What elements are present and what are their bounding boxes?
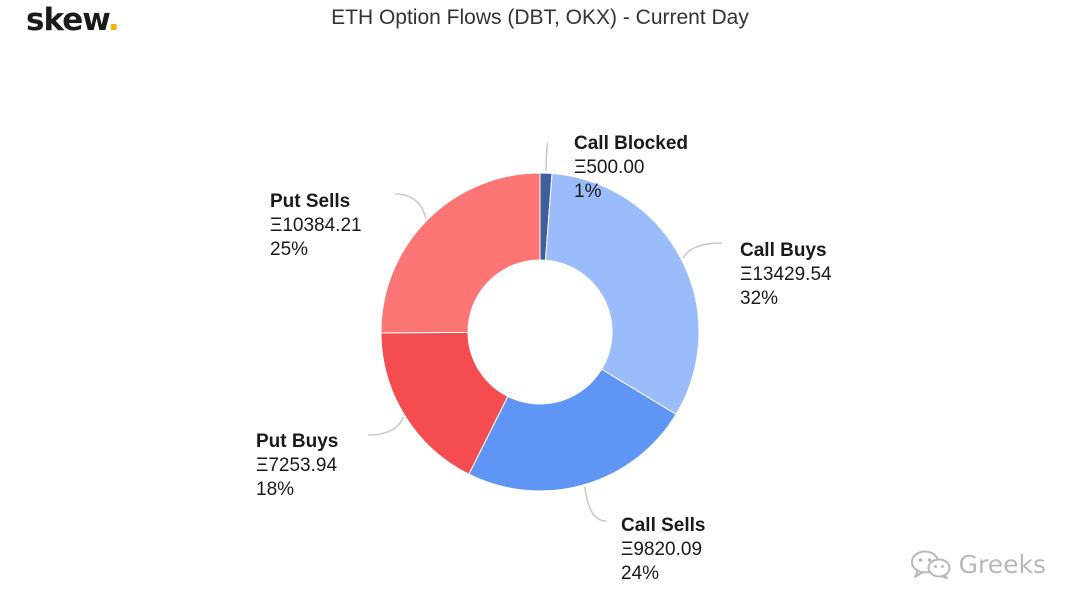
- brand-dot: .: [107, 2, 120, 38]
- slice-call-sells[interactable]: [468, 368, 677, 492]
- slice-call-buys[interactable]: [544, 172, 700, 415]
- brand-name: skew: [26, 2, 109, 38]
- wechat-icon: [910, 550, 951, 579]
- slice-labels: Call Blocked Ξ500.00 1% Call Buys Ξ13429.54 3…: [256, 133, 832, 584]
- connector-call-blocked: [545, 142, 549, 172]
- connector-put-buys: [367, 416, 404, 436]
- label-name-put-buys: Put Buys: [256, 431, 338, 452]
- brand-logo: skew.: [26, 2, 120, 38]
- label-name-call-buys: Call Buys: [740, 240, 827, 261]
- chart-title: ETH Option Flows (DBT, OKX) - Current Da…: [331, 6, 749, 29]
- connector-put-sells: [394, 193, 427, 219]
- label-name-call-sells: Call Sells: [621, 515, 706, 536]
- label-percent-put-buys: 18%: [256, 479, 294, 500]
- label-name-call-blocked: Call Blocked: [574, 133, 688, 154]
- watermark: Greeks: [909, 549, 1046, 579]
- donut-slices: [380, 172, 700, 492]
- label-value-call-blocked: Ξ500.00: [574, 157, 644, 178]
- label-value-put-sells: Ξ10384.21: [270, 215, 362, 236]
- slice-put-sells[interactable]: [380, 172, 541, 334]
- label-value-call-buys: Ξ13429.54: [740, 264, 832, 285]
- slice-put-buys[interactable]: [380, 331, 509, 475]
- label-percent-call-sells: 24%: [621, 563, 659, 584]
- label-percent-call-buys: 32%: [740, 288, 778, 309]
- connector-call-sells: [583, 486, 607, 522]
- label-percent-put-sells: 25%: [270, 239, 308, 260]
- label-connectors: [367, 142, 723, 522]
- watermark-text: Greeks: [958, 549, 1046, 579]
- label-percent-call-blocked: 1%: [574, 181, 602, 202]
- label-value-call-sells: Ξ9820.09: [621, 539, 702, 560]
- label-value-put-buys: Ξ7253.94: [256, 455, 337, 476]
- connector-call-buys: [682, 242, 723, 259]
- label-name-put-sells: Put Sells: [270, 191, 350, 212]
